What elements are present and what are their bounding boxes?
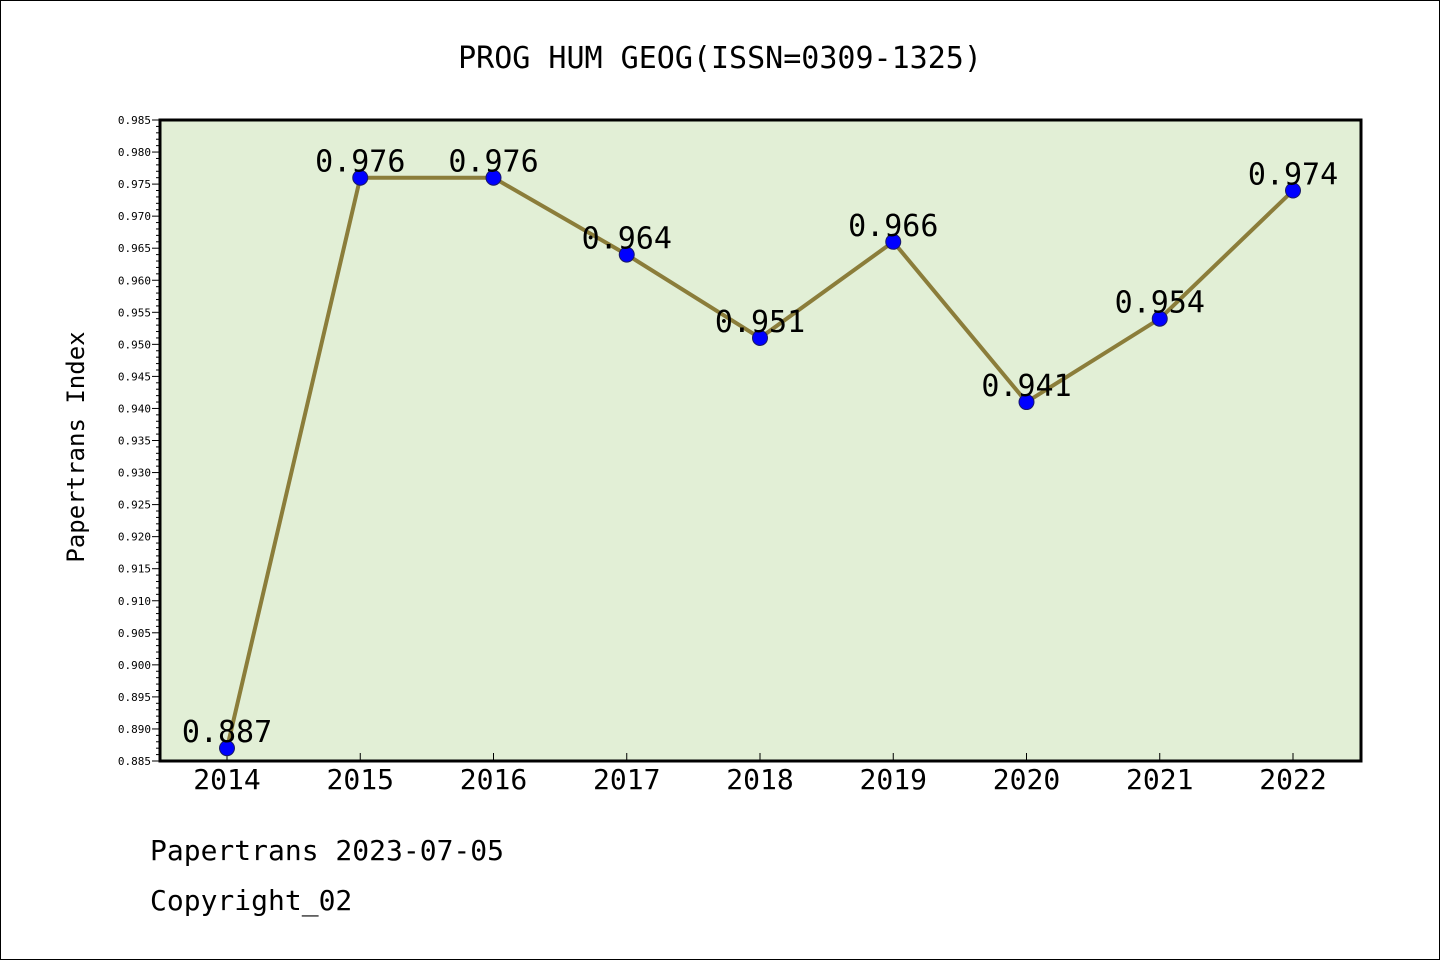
x-tick-label: 2015 [327, 763, 394, 796]
y-tick-label: 0.940 [118, 402, 151, 415]
data-point [485, 169, 502, 186]
plot-border [158, 118, 1363, 763]
y-tick-label: 0.930 [118, 467, 151, 480]
y-tick-label: 0.935 [118, 435, 151, 448]
x-tick-label: 2019 [860, 763, 927, 796]
data-point [752, 329, 768, 346]
y-tick-label: 0.905 [118, 627, 151, 640]
y-tick-label: 0.955 [118, 306, 151, 319]
y-tick-label: 0.925 [118, 499, 151, 512]
data-label: 0.966 [848, 209, 938, 244]
y-tick-label: 0.890 [118, 723, 151, 736]
x-tick-label: 2022 [1259, 763, 1326, 796]
data-point [885, 233, 902, 250]
data-point [1151, 310, 1168, 327]
x-tick-label: 2021 [1126, 763, 1193, 796]
footer-copyright: Copyright_02 [150, 884, 353, 917]
axis-ticks: 0.885 0.890 0.895 0.900 0.905 0.910 0.915 0.920… [118, 114, 1327, 796]
x-tick-label: 2016 [460, 763, 527, 796]
plot-area [160, 120, 1361, 761]
data-label: 0.941 [981, 369, 1071, 404]
y-tick-label: 0.985 [118, 114, 151, 127]
data-label: 0.954 [1115, 286, 1205, 321]
data-label: 0.974 [1248, 158, 1338, 193]
data-point [352, 169, 369, 186]
x-tick-label: 2014 [193, 763, 260, 796]
data-point [219, 740, 235, 757]
y-tick-label: 0.885 [118, 755, 151, 768]
x-tick-label: 2020 [993, 763, 1060, 796]
data-point [1018, 394, 1035, 411]
series-layer [219, 169, 1301, 757]
chart-title: PROG HUM GEOG(ISSN=0309-1325) [458, 41, 982, 76]
data-label: 0.976 [315, 145, 405, 180]
data-label: 0.976 [448, 145, 538, 180]
data-label: 0.951 [715, 305, 805, 340]
footer-date: Papertrans 2023-07-05 [150, 834, 505, 867]
x-tick-label: 2017 [593, 763, 660, 796]
x-tick-label: 2018 [726, 763, 793, 796]
y-tick-label: 0.900 [118, 659, 151, 672]
data-point [618, 246, 635, 263]
y-axis-label: Papertrans Index [62, 331, 90, 562]
y-tick-label: 0.915 [118, 563, 151, 576]
y-tick-label: 0.970 [118, 210, 151, 223]
y-tick-label: 0.920 [118, 531, 151, 544]
data-point [1285, 182, 1301, 199]
data-labels: 0.887 0.976 0.976 0.964 0.951 0.966 0.941 0.954… [182, 145, 1338, 750]
y-tick-label: 0.965 [118, 242, 151, 255]
data-label: 0.964 [582, 222, 672, 257]
y-tick-label: 0.945 [118, 370, 151, 383]
y-tick-label: 0.960 [118, 274, 151, 287]
y-tick-label: 0.895 [118, 691, 151, 704]
y-tick-label: 0.910 [118, 595, 151, 608]
y-tick-label: 0.980 [118, 146, 151, 159]
y-tick-label: 0.950 [118, 338, 151, 351]
data-label: 0.887 [182, 715, 272, 750]
y-tick-label: 0.975 [118, 178, 151, 191]
